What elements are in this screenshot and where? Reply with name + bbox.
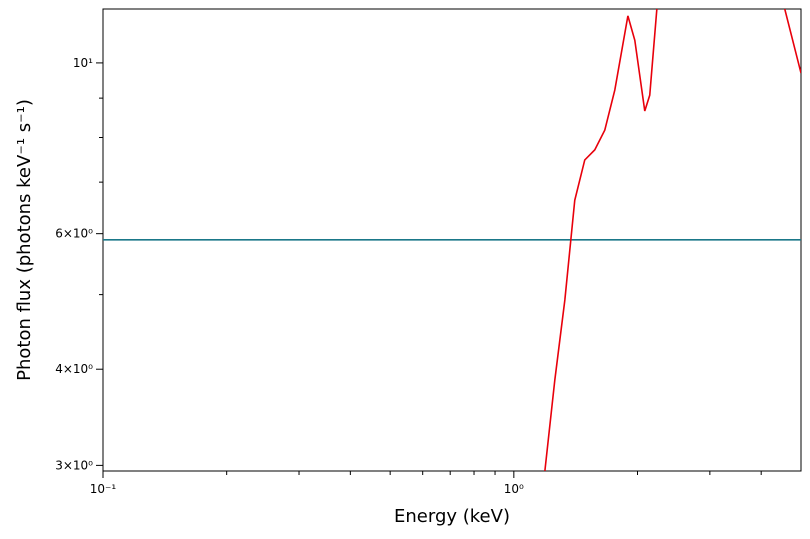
series-line [544,9,801,471]
y-tick-label: 6×10⁰ [55,227,93,241]
y-tick-label: 4×10⁰ [55,362,93,376]
x-tick-label: 10⁰ [504,482,524,496]
y-tick-label: 10¹ [73,56,93,70]
plot-area [103,9,801,471]
x-axis-label: Energy (keV) [394,506,510,527]
y-axis-label: Photon flux (photons keV⁻¹ s⁻¹) [14,99,35,381]
x-tick-label: 10⁻¹ [90,482,117,496]
y-tick-label: 3×10⁰ [55,458,93,472]
